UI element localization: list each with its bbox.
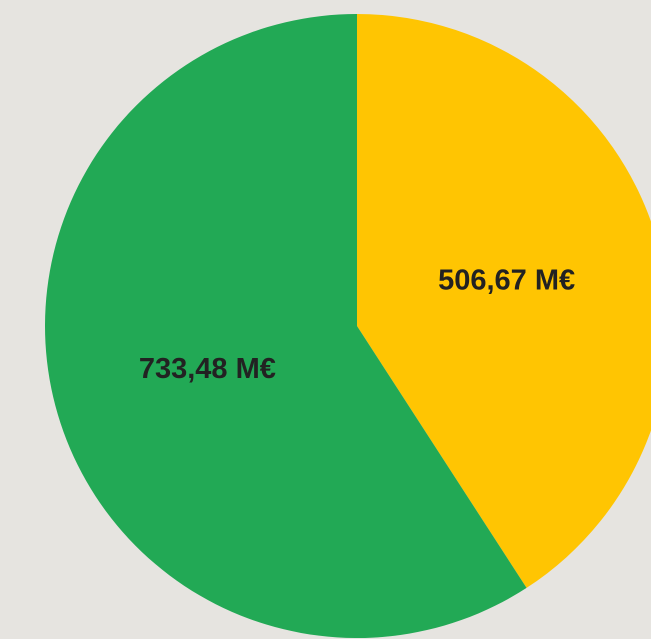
pie-slice bbox=[357, 14, 651, 588]
slice-label: 733,48 M€ bbox=[139, 353, 276, 385]
slice-label: 506,67 M€ bbox=[438, 264, 575, 296]
pie-slice bbox=[45, 14, 527, 639]
